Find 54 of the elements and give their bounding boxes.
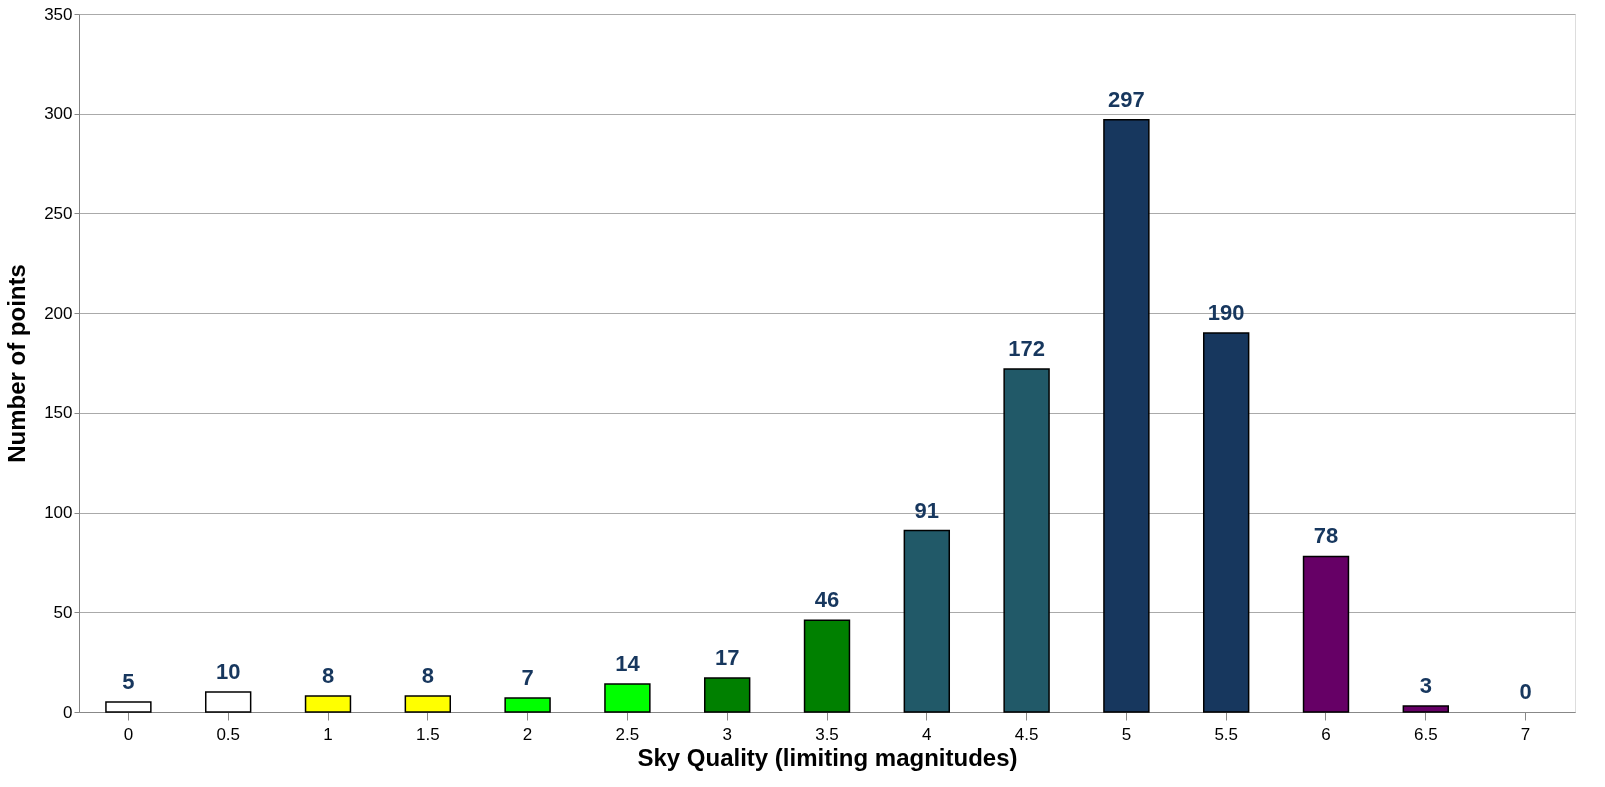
data-label: 8 [321,663,335,689]
data-label: 0 [1519,679,1532,704]
data-label: 14 [615,651,641,677]
x-tick-label: 1.5 [415,724,440,744]
bar [1003,368,1050,713]
x-tick-label: 3.5 [815,724,839,744]
data-label: 5 [122,669,135,695]
bar [604,683,651,713]
x-tick-label: 2 [522,724,533,744]
x-tick-label: 6.5 [1413,724,1438,744]
bar [504,697,551,713]
data-label: 190 [1207,300,1245,326]
bar [1302,555,1350,713]
y-tick-label: 0 [63,702,73,722]
y-tick-label: 350 [44,4,73,24]
y-tick-label: 200 [44,303,73,323]
x-tick-label: 4 [922,724,932,744]
x-tick-label: 3 [722,724,732,744]
data-label: 78 [1313,523,1339,549]
y-axis-title: Number of points [3,264,31,463]
bar [404,695,452,713]
bar [1402,705,1449,713]
x-tick-label: 6 [1321,724,1331,744]
y-tick-label: 300 [44,104,73,124]
x-axis-title: Sky Quality (limiting magnitudes) [637,743,1018,771]
bar [1202,332,1250,713]
data-label: 297 [1108,86,1145,112]
x-tick-label: 1 [323,724,333,744]
data-label: 7 [521,665,534,691]
x-tick-label: 0.5 [216,724,241,744]
x-tick-label: 5.5 [1214,724,1239,744]
bar [803,619,851,713]
data-label: 8 [421,663,434,689]
bar [903,529,950,713]
y-tick-label: 50 [53,602,73,622]
x-tick-label: 5 [1121,724,1132,744]
data-label: 3 [1419,673,1432,699]
bar [205,691,252,713]
x-tick-label: 0 [123,724,134,744]
data-label: 172 [1008,335,1045,361]
data-label: 17 [714,645,740,671]
y-tick-label: 250 [44,203,73,223]
data-label: 46 [814,587,840,613]
y-tick-label: 150 [44,403,73,423]
x-tick-label: 7 [1520,724,1531,744]
bar [1103,118,1150,713]
data-label: 91 [914,497,940,523]
bar [105,701,152,713]
bar [304,695,352,713]
y-tick-label: 100 [44,503,73,523]
data-label: 10 [215,659,241,685]
bar [704,677,751,713]
x-tick-label: 4.5 [1014,724,1039,744]
x-tick-label: 2.5 [615,724,640,744]
